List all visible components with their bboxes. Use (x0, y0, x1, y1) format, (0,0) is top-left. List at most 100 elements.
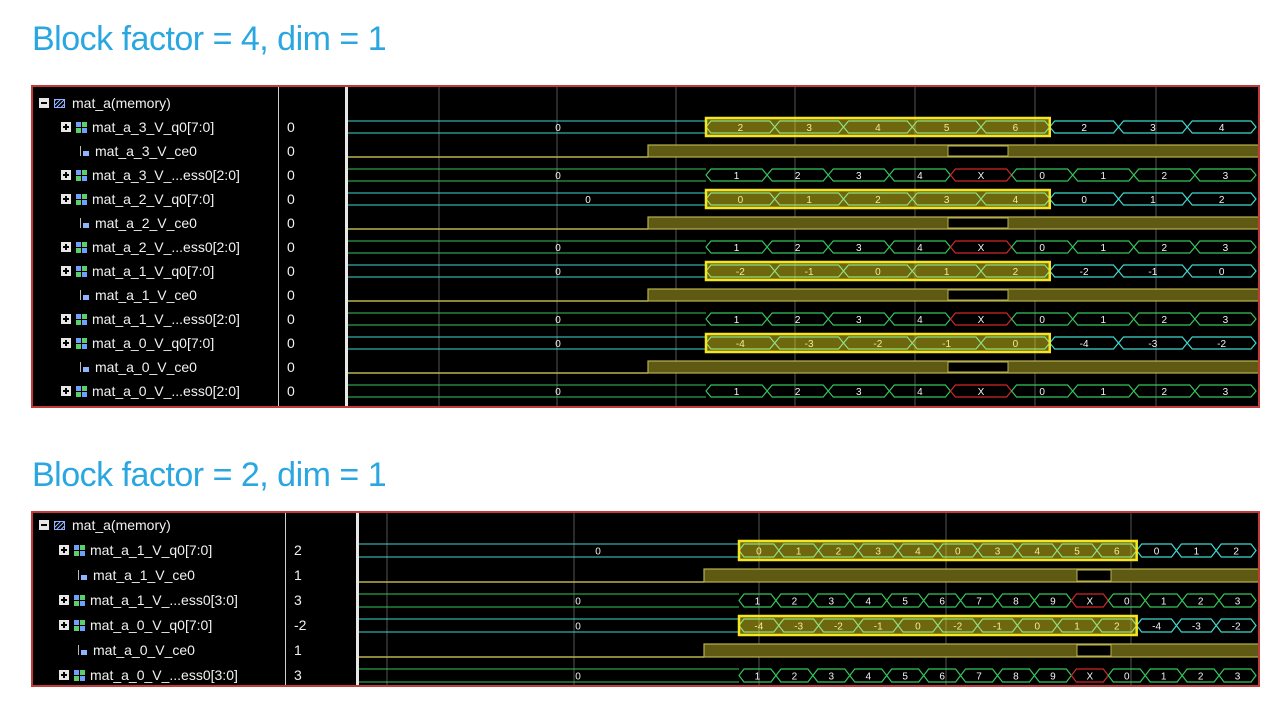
bus-segment (1194, 240, 1257, 254)
bus-value-label: 5 (944, 123, 950, 134)
signal-row[interactable]: mat_a_2_V_q0[7:0] (61, 187, 214, 211)
expand-icon[interactable] (59, 595, 69, 605)
bus-value-label: 1 (734, 171, 740, 182)
bus-value-label: 4 (917, 387, 923, 398)
signal-row[interactable]: mat_a_2_V_...ess0[2:0] (61, 235, 240, 259)
expand-icon[interactable] (59, 620, 69, 630)
signal-name: mat_a_1_V_ce0 (95, 287, 197, 303)
section-title-block-factor-4: Block factor = 4, dim = 1 (32, 20, 387, 58)
signal-row[interactable]: mat_a_0_V_q0[7:0] (59, 613, 212, 637)
expand-icon[interactable] (61, 314, 71, 324)
signal-name: mat_a_2_V_q0[7:0] (92, 191, 215, 207)
signal-row[interactable]: mat_a_1_V_ce0 (79, 283, 197, 307)
bus-signal-icon (74, 544, 85, 556)
signal-value: 0 (287, 167, 295, 183)
bus-value-label: 3 (1223, 315, 1229, 326)
waveform-panel-bottom: mat_a(memory) mat_a_1_V_q0[7:0] mat_a_1_V_… (31, 511, 1260, 687)
bus-value-label: -3 (1148, 339, 1157, 350)
bus-value-label: 2 (1162, 315, 1168, 326)
signal-row[interactable]: mat_a_0_V_...ess0[3:0] (59, 663, 238, 685)
signal-value: 2 (294, 542, 302, 558)
expand-icon[interactable] (61, 242, 71, 252)
bus-signal-icon (74, 619, 85, 631)
bus-value-label: 4 (1219, 123, 1225, 134)
bus-value-label: 0 (1124, 672, 1130, 683)
bus-value-label: 2 (1013, 267, 1019, 278)
signal-value: 0 (287, 311, 295, 327)
bus-value-label: 2 (795, 387, 801, 398)
bus-value-label: 0 (575, 622, 581, 633)
bus-value-label: 0 (1124, 597, 1130, 608)
signal-value: 1 (294, 642, 302, 658)
bus-signal-icon (76, 169, 87, 181)
bus-value-label: 0 (555, 315, 561, 326)
bus-value-label: 2 (1162, 171, 1168, 182)
signal-row[interactable]: mat_a_1_V_ce0 (77, 563, 195, 587)
waveform-canvas[interactable]: 0 0 1 2 3 4 0 3 4 5 6 0 1 2 0 1 2 3 4 5 6 7 8 9 X 0 1 2 3 0 -4 -3 -2 -1 0 -… (359, 513, 1260, 685)
waveform-canvas[interactable]: 0 2 3 4 5 6 2 3 4 0 1 2 3 4 X 0 1 2 3 0 0 1 2 3 4 0 1 2 0 1 2 3 4 X 0 1 2 3 0 -… (348, 87, 1260, 406)
expand-icon[interactable] (61, 338, 71, 348)
signal-name: mat_a_0_V_...ess0[2:0] (92, 383, 240, 399)
bus-value-label: -1 (1148, 267, 1157, 278)
signal-value: 3 (294, 667, 302, 683)
bus-value-label: 1 (796, 547, 802, 558)
expand-icon[interactable] (61, 122, 71, 132)
signal-row[interactable]: mat_a_1_V_q0[7:0] (61, 259, 214, 283)
signal-row[interactable]: mat_a_3_V_...ess0[2:0] (61, 163, 240, 187)
signal-name: mat_a_2_V_...ess0[2:0] (92, 239, 240, 255)
bus-value-label: 0 (575, 597, 581, 608)
bus-value-label: 3 (944, 195, 950, 206)
signal-row[interactable]: mat_a_1_V_...ess0[3:0] (59, 588, 238, 612)
signal-row[interactable]: mat_a_0_V_ce0 (77, 638, 195, 662)
expand-icon[interactable] (59, 670, 69, 680)
bus-value-label: X (978, 387, 985, 398)
bus-value-label: 6 (1114, 547, 1120, 558)
memory-group-row[interactable]: mat_a(memory) (39, 513, 171, 537)
signal-row[interactable]: mat_a_2_V_ce0 (79, 211, 197, 235)
bus-value-label: 4 (1034, 547, 1040, 558)
collapse-icon[interactable] (39, 98, 49, 108)
signal-row[interactable]: mat_a_3_V_q0[7:0] (61, 115, 214, 139)
bit-signal-icon (79, 361, 90, 373)
bus-value-label: 1 (944, 267, 950, 278)
bus-value-label: 1 (806, 195, 812, 206)
bus-value-label: 0 (915, 622, 921, 633)
bus-value-label: 0 (555, 339, 561, 350)
bus-value-label: -1 (805, 267, 814, 278)
bus-value-label: -4 (754, 622, 763, 633)
bus-value-label: 3 (806, 123, 812, 134)
expand-icon[interactable] (61, 266, 71, 276)
expand-icon[interactable] (61, 386, 71, 396)
bus-value-label: 2 (1198, 597, 1204, 608)
bus-value-label: 6 (939, 597, 945, 608)
bus-segment (1194, 312, 1257, 326)
bus-segment (1186, 336, 1257, 350)
expand-icon[interactable] (59, 545, 69, 555)
signal-row[interactable]: mat_a_0_V_ce0 (79, 355, 197, 379)
bus-value-label: 0 (738, 195, 744, 206)
signal-row[interactable]: mat_a_1_V_...ess0[2:0] (61, 307, 240, 331)
signal-row[interactable]: mat_a_1_V_q0[7:0] (59, 538, 212, 562)
memory-label: mat_a(memory) (72, 95, 171, 111)
bus-value-label: 2 (1114, 622, 1120, 633)
signal-name: mat_a_0_V_...ess0[3:0] (90, 667, 238, 683)
memory-group-row[interactable]: mat_a(memory) (39, 91, 171, 115)
signal-row[interactable]: mat_a_0_V_...ess0[2:0] (61, 379, 240, 403)
bus-value-label: 3 (856, 171, 862, 182)
bus-value-label: 0 (1039, 315, 1045, 326)
bus-value-label: 0 (555, 243, 561, 254)
expand-icon[interactable] (61, 170, 71, 180)
expand-icon[interactable] (61, 194, 71, 204)
bus-value-label: 3 (829, 597, 835, 608)
bus-value-label: 5 (902, 672, 908, 683)
bus-value-label: 0 (875, 267, 881, 278)
collapse-icon[interactable] (39, 520, 49, 530)
signal-row[interactable]: mat_a_0_V_q0[7:0] (61, 331, 214, 355)
bus-value-label: 2 (875, 195, 881, 206)
signal-name: mat_a_1_V_...ess0[3:0] (90, 592, 238, 608)
bus-value-label: 0 (555, 171, 561, 182)
bus-value-label: 2 (795, 315, 801, 326)
highlight-box (704, 332, 1051, 354)
signal-value: 0 (287, 215, 295, 231)
signal-row[interactable]: mat_a_3_V_ce0 (79, 139, 197, 163)
